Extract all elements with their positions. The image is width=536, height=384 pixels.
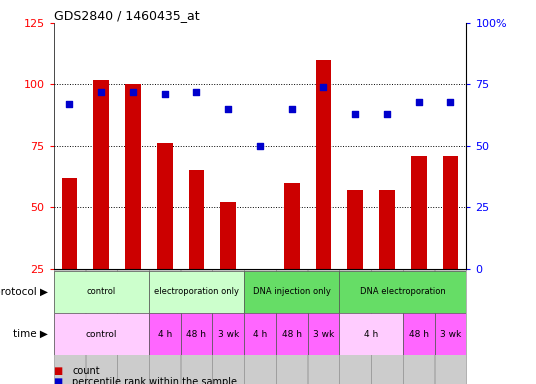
Bar [149, 271, 244, 313]
Text: DNA injection only: DNA injection only [253, 287, 331, 296]
Bar [308, 313, 339, 355]
Point [192, 89, 201, 95]
Bar [244, 271, 339, 313]
Bar [411, 156, 427, 269]
Text: 3 wk: 3 wk [313, 329, 334, 339]
Text: percentile rank within the sample: percentile rank within the sample [72, 377, 237, 384]
Text: electroporation only: electroporation only [154, 287, 239, 296]
Bar [443, 156, 458, 269]
Point [446, 99, 455, 105]
Point [129, 89, 137, 95]
Text: 4 h: 4 h [364, 329, 378, 339]
Bar [339, 269, 371, 384]
Bar [86, 269, 117, 384]
Bar [244, 313, 276, 355]
Point [319, 84, 327, 90]
Bar [403, 269, 434, 384]
Bar [308, 269, 339, 384]
Text: ■: ■ [54, 377, 63, 384]
Bar [379, 190, 395, 269]
Bar [403, 313, 435, 355]
Text: time ▶: time ▶ [13, 329, 48, 339]
Point [160, 91, 169, 98]
Bar [54, 271, 149, 313]
Point [351, 111, 360, 117]
Point [383, 111, 391, 117]
Bar [284, 183, 300, 269]
Text: 48 h: 48 h [282, 329, 302, 339]
Point [65, 101, 74, 107]
Text: 3 wk: 3 wk [218, 329, 239, 339]
Bar [276, 313, 308, 355]
Bar [244, 269, 276, 384]
Bar [339, 271, 466, 313]
Bar [435, 269, 466, 384]
Bar [181, 313, 212, 355]
Point [256, 143, 264, 149]
Point [414, 99, 423, 105]
Bar [125, 84, 141, 269]
Point [224, 106, 233, 112]
Bar [212, 313, 244, 355]
Text: 4 h: 4 h [253, 329, 267, 339]
Point [287, 106, 296, 112]
Bar [54, 313, 149, 355]
Bar [157, 144, 173, 269]
Bar [371, 269, 403, 384]
Bar [62, 178, 77, 269]
Text: DNA electroporation: DNA electroporation [360, 287, 446, 296]
Bar [339, 313, 403, 355]
Bar [347, 190, 363, 269]
Text: control: control [87, 287, 116, 296]
Bar [189, 170, 204, 269]
Text: count: count [72, 366, 100, 376]
Text: protocol ▶: protocol ▶ [0, 287, 48, 297]
Bar [276, 269, 308, 384]
Bar [316, 60, 331, 269]
Bar [54, 269, 85, 384]
Bar [117, 269, 148, 384]
Point [97, 89, 106, 95]
Text: 48 h: 48 h [408, 329, 429, 339]
Bar [212, 269, 244, 384]
Bar [435, 313, 466, 355]
Bar [149, 313, 181, 355]
Bar [149, 269, 181, 384]
Text: 3 wk: 3 wk [440, 329, 461, 339]
Text: ■: ■ [54, 366, 63, 376]
Bar [181, 269, 212, 384]
Bar [220, 202, 236, 269]
Text: 4 h: 4 h [158, 329, 172, 339]
Text: GDS2840 / 1460435_at: GDS2840 / 1460435_at [54, 9, 199, 22]
Text: 48 h: 48 h [187, 329, 206, 339]
Bar [93, 79, 109, 269]
Text: control: control [85, 329, 117, 339]
